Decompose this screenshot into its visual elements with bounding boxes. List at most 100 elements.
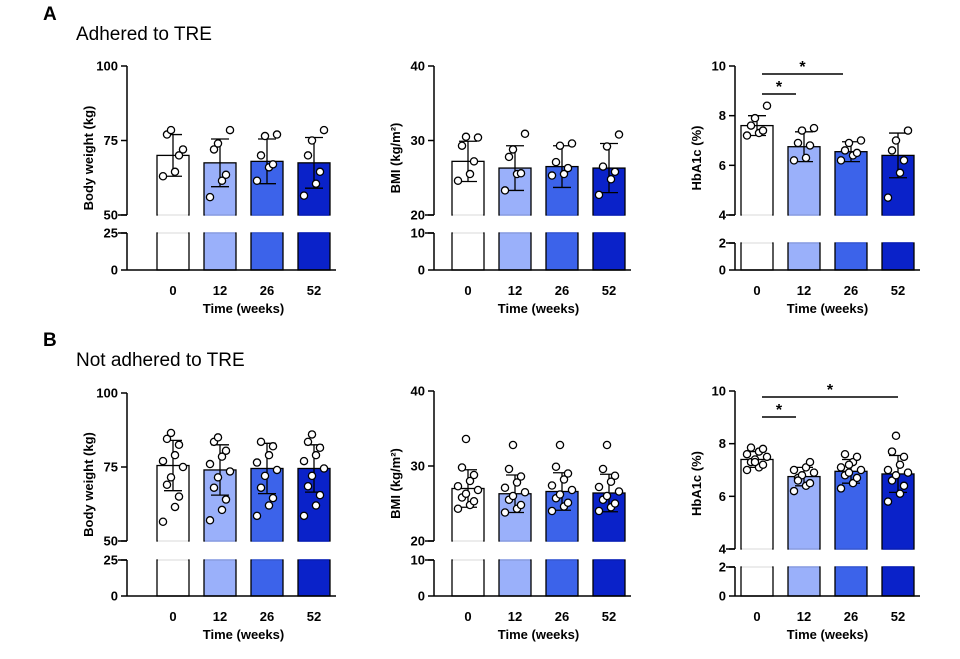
data-point: [158, 456, 168, 466]
data-point: [840, 146, 850, 155]
data-point: [469, 496, 479, 506]
x-tick-label: 52: [307, 609, 321, 624]
x-tick-label: 52: [602, 609, 616, 624]
x-tick-label: 0: [753, 609, 760, 624]
data-point: [166, 428, 176, 438]
data-point: [899, 452, 909, 462]
data-point: [840, 449, 850, 459]
data-point: [883, 193, 893, 202]
data-point: [469, 470, 479, 480]
data-point: [520, 487, 530, 497]
data-point: [221, 446, 231, 455]
data-point: [844, 138, 854, 148]
data-point: [559, 475, 569, 484]
data-point: [805, 141, 815, 150]
y-tick-label: 10: [411, 226, 425, 241]
data-point: [899, 156, 909, 165]
y-tick-label: 0: [719, 589, 726, 604]
data-point: [504, 152, 514, 162]
y-tick-label: 50: [104, 208, 118, 223]
bar-lower: [203, 232, 237, 271]
data-point: [268, 493, 278, 503]
x-tick-label: 26: [555, 283, 569, 298]
x-tick-label: 0: [169, 609, 176, 624]
data-point: [508, 491, 518, 501]
data-point: [272, 465, 282, 475]
bar-lower: [156, 232, 190, 271]
data-point: [836, 463, 846, 472]
bar-lower: [297, 559, 331, 597]
chart-a-0: 50 75 100 0 25 0 12 26 52 Time (weeks) Body weight…: [81, 59, 336, 316]
data-point: [315, 443, 325, 453]
data-point: [852, 452, 862, 462]
significance-label: *: [776, 79, 783, 96]
bar-lower: [451, 559, 485, 597]
data-point: [504, 464, 514, 474]
chart-b-3: 50 75 100 0 25 0 12 26 52 Time (weeks) Body weight…: [81, 386, 336, 642]
data-point: [303, 151, 313, 160]
data-point: [461, 132, 471, 142]
y-axis-title: HbA1c (%): [689, 451, 704, 516]
data-point: [307, 471, 317, 481]
data-point: [516, 169, 526, 178]
data-point: [887, 146, 897, 155]
data-point: [559, 169, 569, 179]
data-point: [602, 491, 612, 501]
data-point: [299, 511, 309, 521]
data-point: [551, 157, 561, 167]
data-point: [895, 168, 905, 178]
data-point: [598, 162, 608, 171]
data-point: [217, 452, 227, 461]
data-point: [742, 465, 752, 475]
data-point: [205, 516, 215, 525]
bar-lower: [156, 559, 190, 597]
data-point: [174, 492, 184, 501]
bar-lower: [881, 242, 915, 271]
data-point: [260, 471, 270, 481]
data-point: [805, 478, 815, 488]
data-point: [311, 179, 321, 188]
y-tick-label: 100: [96, 59, 118, 74]
data-point: [162, 480, 172, 490]
x-tick-label: 26: [844, 609, 858, 624]
bar-lower: [451, 232, 485, 271]
data-point: [789, 156, 799, 165]
data-point: [457, 141, 467, 150]
data-point: [268, 442, 278, 451]
data-point: [567, 139, 577, 148]
chart-b-4: 20 30 40 0 10 0 12 26 52 Time (weeks) BMI (kg/m²): [388, 384, 631, 642]
significance-label: *: [799, 59, 806, 76]
bar-lower: [592, 232, 626, 271]
data-point: [272, 130, 282, 139]
data-point: [465, 476, 475, 486]
data-point: [170, 502, 180, 512]
bar-lower: [498, 232, 532, 271]
data-point: [903, 468, 913, 477]
y-tick-label: 4: [719, 208, 727, 223]
data-point: [563, 498, 573, 507]
data-point: [315, 490, 325, 500]
bar-lower: [592, 559, 626, 597]
data-point: [762, 452, 772, 462]
y-tick-label: 0: [418, 263, 425, 278]
data-point: [801, 153, 811, 163]
y-axis-title: BMI (kg/m²): [388, 123, 403, 194]
data-point: [315, 167, 325, 177]
y-tick-label: 10: [411, 553, 425, 568]
data-point: [555, 490, 565, 499]
y-tick-label: 25: [104, 553, 118, 568]
data-point: [606, 174, 616, 184]
data-point: [883, 497, 893, 506]
bar-upper: [203, 162, 237, 216]
bar-lower: [545, 559, 579, 597]
chart-b-5: 4 6 8 10 0 2 0 12 26 52 Time (weeks) HbA1c (%) * *: [689, 382, 920, 642]
data-point: [508, 440, 518, 450]
data-point: [457, 463, 467, 472]
x-tick-label: 52: [891, 283, 905, 298]
data-point: [789, 465, 799, 475]
data-point: [252, 511, 262, 521]
y-axis-title: HbA1c (%): [689, 125, 704, 190]
data-point: [891, 471, 901, 480]
y-tick-label: 25: [104, 226, 118, 241]
y-axis-title: BMI (kg/m²): [388, 448, 403, 519]
